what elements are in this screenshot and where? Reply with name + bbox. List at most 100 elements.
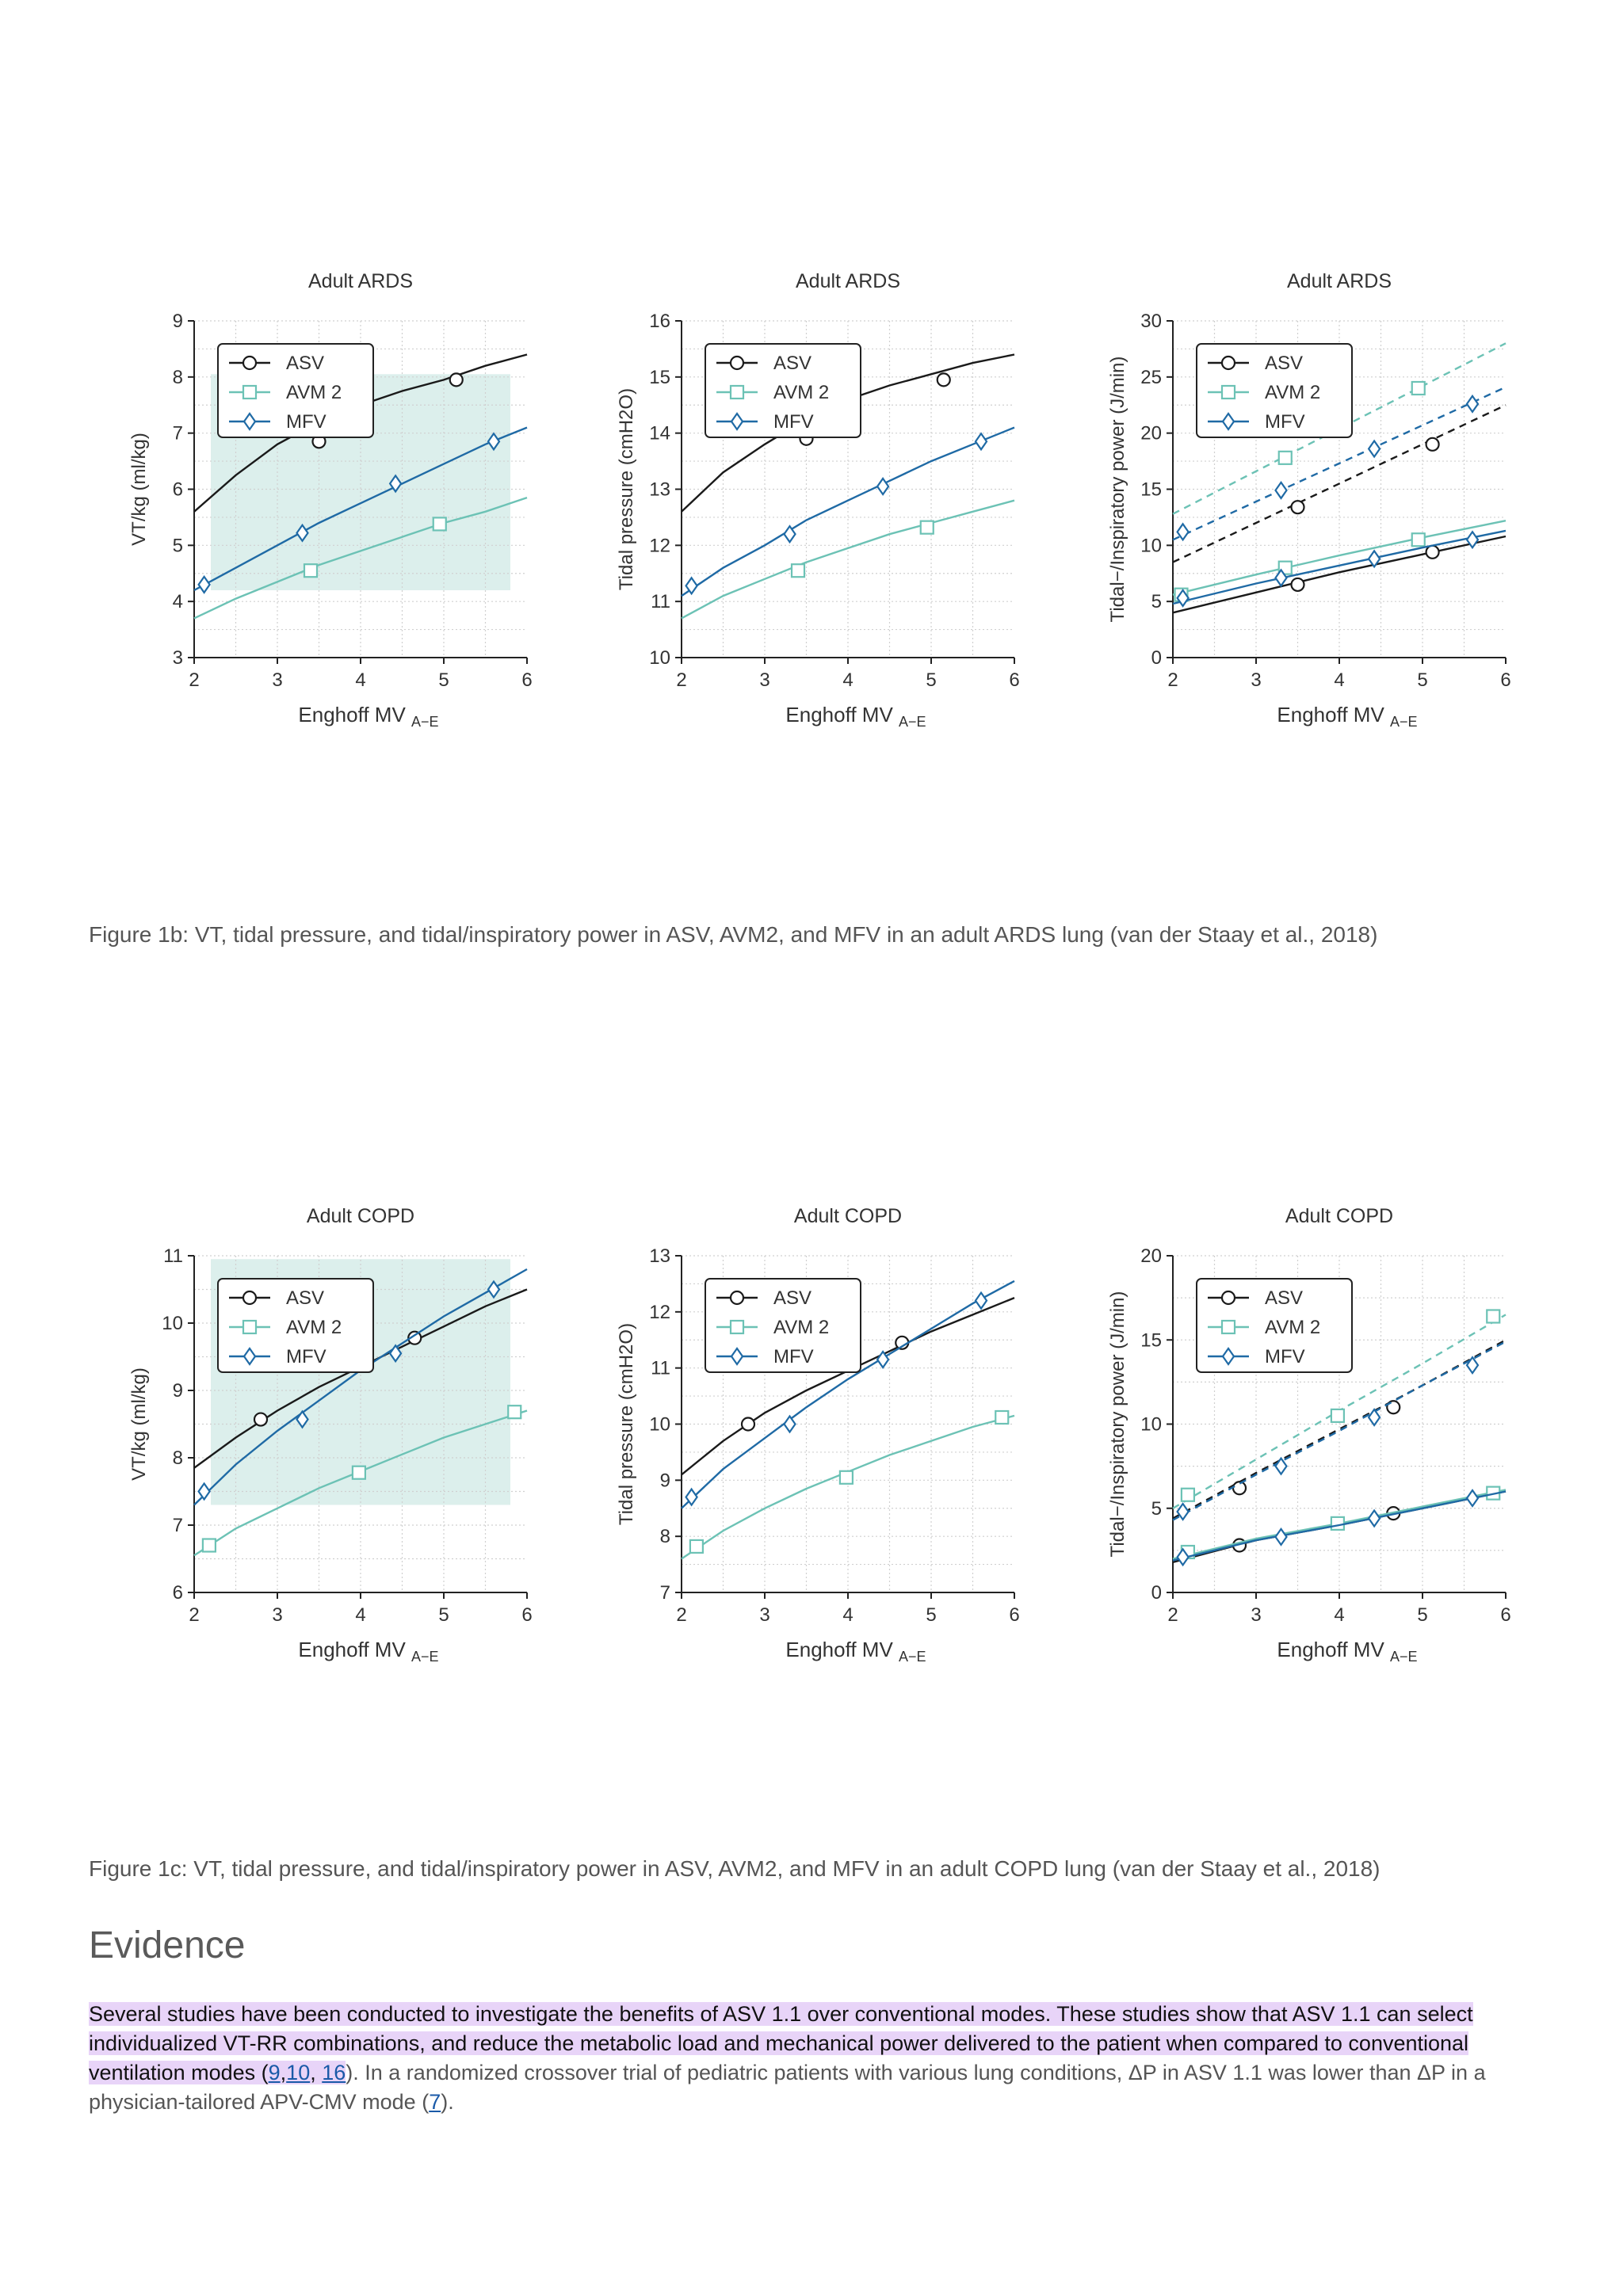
legend-entry-asv: ASV — [1265, 1287, 1303, 1309]
series-line-mfv — [1172, 1490, 1507, 1562]
y-axis-label: Tidal−/Inspiratory power (J/min) — [1107, 1291, 1128, 1558]
data-point-mfv — [783, 524, 796, 544]
y-axis-label: Tidal−/Inspiratory power (J/min) — [1107, 357, 1128, 623]
data-point-mfv — [1367, 439, 1381, 459]
data-point-avm-2 — [995, 1409, 1010, 1425]
legend-marker-avm-2 — [729, 1319, 745, 1335]
data-point-avm-2 — [201, 1538, 216, 1553]
x-tick-label: 4 — [1334, 1604, 1344, 1626]
legend-marker-avm-2 — [242, 1319, 258, 1335]
data-point-avm-2 — [1330, 1408, 1346, 1423]
y-tick-label: 3 — [173, 647, 183, 669]
y-tick-label: 11 — [163, 1245, 183, 1267]
x-tick-label: 2 — [676, 669, 686, 691]
series-line-mfv — [193, 426, 528, 592]
legend-entry-asv: ASV — [1265, 353, 1303, 374]
data-point-asv — [1290, 500, 1305, 515]
legend-entry-asv: ASV — [773, 353, 812, 374]
data-point-mfv — [388, 474, 403, 494]
series-line-mfv — [1172, 529, 1507, 605]
legend-marker-asv — [729, 1290, 745, 1306]
figure-1b-caption: Figure 1b: VT, tidal pressure, and tidal… — [89, 922, 1378, 947]
x-tick-label: 2 — [189, 1604, 199, 1626]
legend-entry-mfv: MFV — [286, 1346, 327, 1367]
ref-link-10[interactable]: 10 — [286, 2061, 311, 2084]
data-point-mfv — [1274, 480, 1288, 500]
data-point-mfv — [1176, 1547, 1190, 1567]
data-point-asv — [449, 372, 464, 387]
legend-entry-asv: ASV — [286, 353, 324, 374]
legend-marker-avm-2 — [1220, 384, 1236, 400]
data-point-asv — [936, 372, 951, 387]
chart-4: 2 3 4 5 6 6 7 8 9 10 11 Adult COPD Enghoff MV A−E VT/… — [128, 1205, 533, 1665]
data-point-avm-2 — [838, 1470, 854, 1485]
legend-marker-asv — [242, 1290, 258, 1306]
legend-marker-asv — [1220, 355, 1236, 371]
y-tick-label: 8 — [173, 1447, 183, 1469]
data-point-asv — [740, 1417, 756, 1432]
y-tick-label: 4 — [173, 591, 183, 612]
data-point-mfv — [1465, 1489, 1480, 1508]
y-tick-label: 14 — [649, 423, 670, 444]
data-point-avm-2 — [432, 517, 447, 532]
data-point-mfv — [1465, 530, 1480, 550]
legend-entry-avm-2: AVM 2 — [773, 382, 829, 403]
data-point-avm-2 — [1277, 450, 1293, 465]
data-point-avm-2 — [689, 1539, 705, 1554]
x-axis-label: Enghoff MV A−E — [785, 1638, 926, 1665]
data-point-asv — [1425, 437, 1440, 452]
data-point-mfv — [487, 432, 501, 452]
legend-entry-mfv: MFV — [773, 411, 814, 433]
y-axis-label: Tidal pressure (cmH2O) — [616, 1323, 637, 1525]
y-tick-label: 0 — [1151, 1582, 1162, 1604]
x-tick-label: 4 — [842, 669, 853, 691]
x-tick-label: 5 — [926, 1604, 936, 1626]
y-tick-label: 15 — [1140, 1329, 1162, 1351]
y-tick-label: 11 — [651, 591, 670, 612]
data-point-mfv — [1367, 1508, 1381, 1528]
data-point-mfv — [876, 477, 890, 496]
legend-marker-asv — [1220, 1290, 1236, 1306]
ref-link-9[interactable]: 9 — [268, 2061, 281, 2084]
y-tick-label: 10 — [1140, 535, 1162, 556]
x-tick-label: 4 — [355, 1604, 365, 1626]
data-point-avm-2 — [351, 1465, 366, 1480]
x-axis-label: Enghoff MV A−E — [298, 1638, 438, 1665]
x-tick-label: 6 — [1500, 1604, 1510, 1626]
data-point-avm-2 — [507, 1405, 522, 1420]
legend-marker-avm-2 — [1220, 1319, 1236, 1335]
legend-box — [217, 343, 374, 438]
data-point-mfv — [487, 1280, 501, 1299]
data-point-avm-2 — [303, 563, 319, 578]
legend-marker-mfv — [730, 1347, 744, 1366]
y-tick-label: 10 — [649, 647, 670, 669]
y-axis-label: Tidal pressure (cmH2O) — [616, 388, 637, 590]
y-tick-label: 15 — [649, 367, 670, 388]
y-tick-label: 30 — [1140, 311, 1162, 332]
data-point-mfv — [1274, 1527, 1288, 1547]
x-tick-label: 2 — [189, 669, 199, 691]
data-point-mfv — [1176, 522, 1190, 542]
y-tick-label: 7 — [173, 423, 183, 444]
legend-marker-mfv — [730, 412, 744, 431]
y-axis-label: VT/kg (ml/kg) — [128, 1367, 150, 1481]
y-tick-label: 7 — [173, 1515, 183, 1536]
legend-marker-asv — [729, 355, 745, 371]
x-tick-label: 3 — [272, 669, 282, 691]
data-point-mfv — [1465, 394, 1480, 414]
ref-link-7[interactable]: 7 — [429, 2090, 441, 2114]
x-tick-label: 5 — [1417, 669, 1427, 691]
data-point-avm-2 — [790, 563, 806, 578]
ref-link-16[interactable]: 16 — [322, 2061, 346, 2084]
legend-entry-mfv: MFV — [1265, 411, 1305, 433]
figure-1c-caption: Figure 1c: VT, tidal pressure, and tidal… — [89, 1856, 1381, 1881]
y-tick-label: 15 — [1140, 479, 1162, 501]
x-axis-label: Enghoff MV A−E — [298, 703, 438, 730]
legend-box — [705, 1278, 861, 1373]
legend-entry-avm-2: AVM 2 — [286, 382, 342, 403]
y-tick-label: 9 — [173, 311, 183, 332]
y-tick-label: 6 — [173, 1582, 183, 1604]
data-point-mfv — [1176, 588, 1190, 608]
